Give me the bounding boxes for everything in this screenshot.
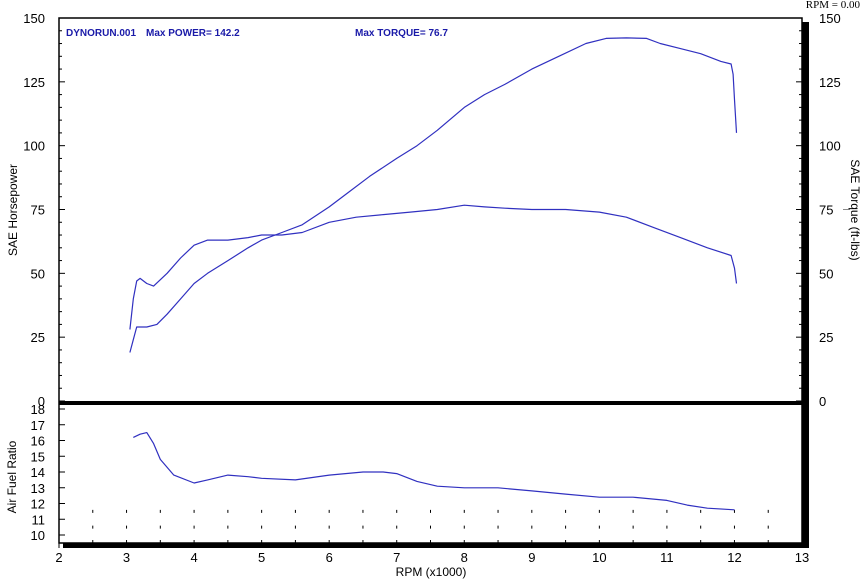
y-tick-label: 100 xyxy=(23,139,45,154)
y-tick-label: 0 xyxy=(38,394,45,409)
y-tick-label: 150 xyxy=(23,11,45,26)
x-tick-label: 13 xyxy=(795,550,809,565)
run-label: DYNORUN.001 xyxy=(66,28,136,39)
frame-shadow-bottom xyxy=(63,543,809,548)
afr-y-tick-label: 17 xyxy=(31,418,45,433)
x-tick-label: 10 xyxy=(592,550,606,565)
y-axis-title-afr: Air Fuel Ratio xyxy=(5,440,19,513)
plot-frame xyxy=(58,17,803,544)
x-tick-label: 5 xyxy=(258,550,265,565)
y2-tick-label: 75 xyxy=(819,203,833,218)
rpm-readout: RPM = 0.00 xyxy=(806,0,861,11)
afr-y-tick-label: 13 xyxy=(31,481,45,496)
x-tick-label: 12 xyxy=(727,550,741,565)
x-tick-label: 6 xyxy=(326,550,333,565)
y2-tick-label: 0 xyxy=(819,394,826,409)
y-axis-title-horsepower: SAE Horsepower xyxy=(6,164,20,256)
x-tick-label: 9 xyxy=(528,550,535,565)
afr-y-tick-label: 10 xyxy=(31,528,45,543)
x-tick-label: 4 xyxy=(190,550,197,565)
y2-axis-title-torque: SAE Torque (ft-lbs) xyxy=(848,159,862,260)
y2-tick-label: 125 xyxy=(819,75,841,90)
y-tick-label: 25 xyxy=(31,330,45,345)
y2-tick-label: 150 xyxy=(819,11,841,26)
afr-y-tick-label: 18 xyxy=(31,402,45,417)
panel-separator xyxy=(59,401,809,405)
x-tick-label: 8 xyxy=(461,550,468,565)
x-tick-label: 7 xyxy=(393,550,400,565)
x-tick-label: 3 xyxy=(123,550,130,565)
max-torque-label: Max TORQUE= 76.7 xyxy=(355,28,448,39)
y-tick-label: 50 xyxy=(31,266,45,281)
air-fuel-ratio-curve xyxy=(133,432,735,511)
frame-shadow-right xyxy=(802,22,809,548)
max-power-label: Max POWER= 142.2 xyxy=(146,28,240,39)
y-tick-label: 75 xyxy=(31,203,45,218)
afr-y-tick-label: 11 xyxy=(32,512,46,527)
x-tick-label: 2 xyxy=(55,550,62,565)
y2-tick-label: 50 xyxy=(819,266,833,281)
y2-tick-label: 25 xyxy=(819,330,833,345)
afr-y-tick-label: 16 xyxy=(31,434,45,449)
afr-y-tick-label: 15 xyxy=(31,449,45,464)
y2-tick-label: 100 xyxy=(819,139,841,154)
horsepower-curve xyxy=(129,37,738,353)
afr-y-tick-label: 14 xyxy=(31,465,45,480)
x-tick-label: 11 xyxy=(660,550,674,565)
x-axis-title: RPM (x1000) xyxy=(396,565,467,579)
torque-curve xyxy=(129,204,738,330)
afr-y-tick-label: 12 xyxy=(31,497,45,512)
y-tick-label: 125 xyxy=(23,75,45,90)
